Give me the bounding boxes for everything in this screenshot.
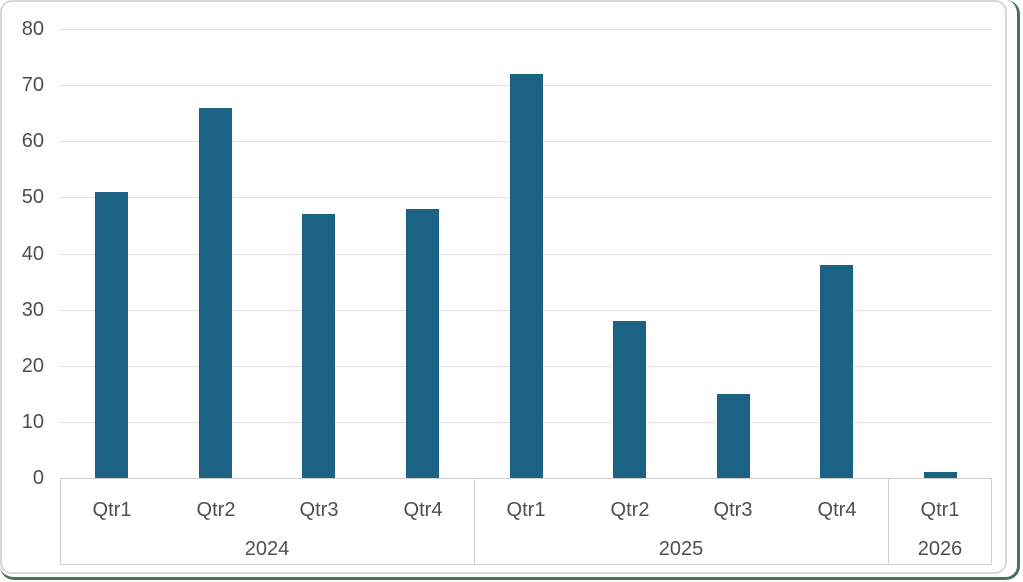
y-axis-tick-label-70: 70	[21, 74, 44, 96]
bar-2025-qtr3[interactable]	[717, 394, 750, 478]
category-label-2024-qtr1: Qtr1	[92, 499, 132, 521]
category-label-2025-qtr3: Qtr3	[713, 499, 753, 521]
category-label-2025-qtr4: Qtr4	[817, 499, 857, 521]
y-axis-tick-label-30: 30	[21, 299, 44, 321]
category-label-2024-qtr4: Qtr4	[403, 499, 443, 521]
y-axis-tick-label-60: 60	[21, 130, 44, 152]
category-axis-band	[60, 478, 992, 565]
y-axis-tick-label-0: 0	[32, 467, 44, 489]
y-axis-tick-label-50: 50	[21, 186, 44, 208]
category-label-2025-qtr2: Qtr2	[610, 499, 650, 521]
y-axis-tick-label-80: 80	[21, 18, 44, 40]
bar-2025-qtr4[interactable]	[820, 265, 853, 478]
y-axis-tick-label-40: 40	[21, 243, 44, 265]
y-axis-tick-label-20: 20	[21, 355, 44, 377]
year-group-label-2026: 2026	[917, 538, 963, 560]
bar-2024-qtr3[interactable]	[302, 214, 335, 478]
bar-2024-qtr2[interactable]	[199, 108, 232, 478]
plot-area: 0 10 20 30 40 50 60 70 80 Qtr1 Qtr2 Qtr3 Qtr4 2024 Qtr…	[21, 18, 992, 565]
y-axis-tick-label-10: 10	[21, 411, 44, 433]
category-label-2025-qtr1: Qtr1	[506, 499, 546, 521]
gridline-80	[60, 29, 992, 30]
bar-2025-qtr2[interactable]	[613, 321, 646, 478]
category-label-2026-qtr1: Qtr1	[920, 499, 960, 521]
category-label-2024-qtr2: Qtr2	[196, 499, 236, 521]
year-group-divider-after-2024	[474, 478, 475, 565]
bar-2024-qtr4[interactable]	[406, 209, 439, 478]
bar-2024-qtr1[interactable]	[95, 192, 128, 478]
year-group-label-2025: 2025	[658, 538, 704, 560]
year-group-divider-after-2025	[888, 478, 889, 565]
category-label-2024-qtr3: Qtr3	[299, 499, 339, 521]
bar-2025-qtr1[interactable]	[510, 74, 543, 478]
bar-2026-qtr1[interactable]	[924, 472, 957, 478]
year-group-label-2024: 2024	[244, 538, 290, 560]
